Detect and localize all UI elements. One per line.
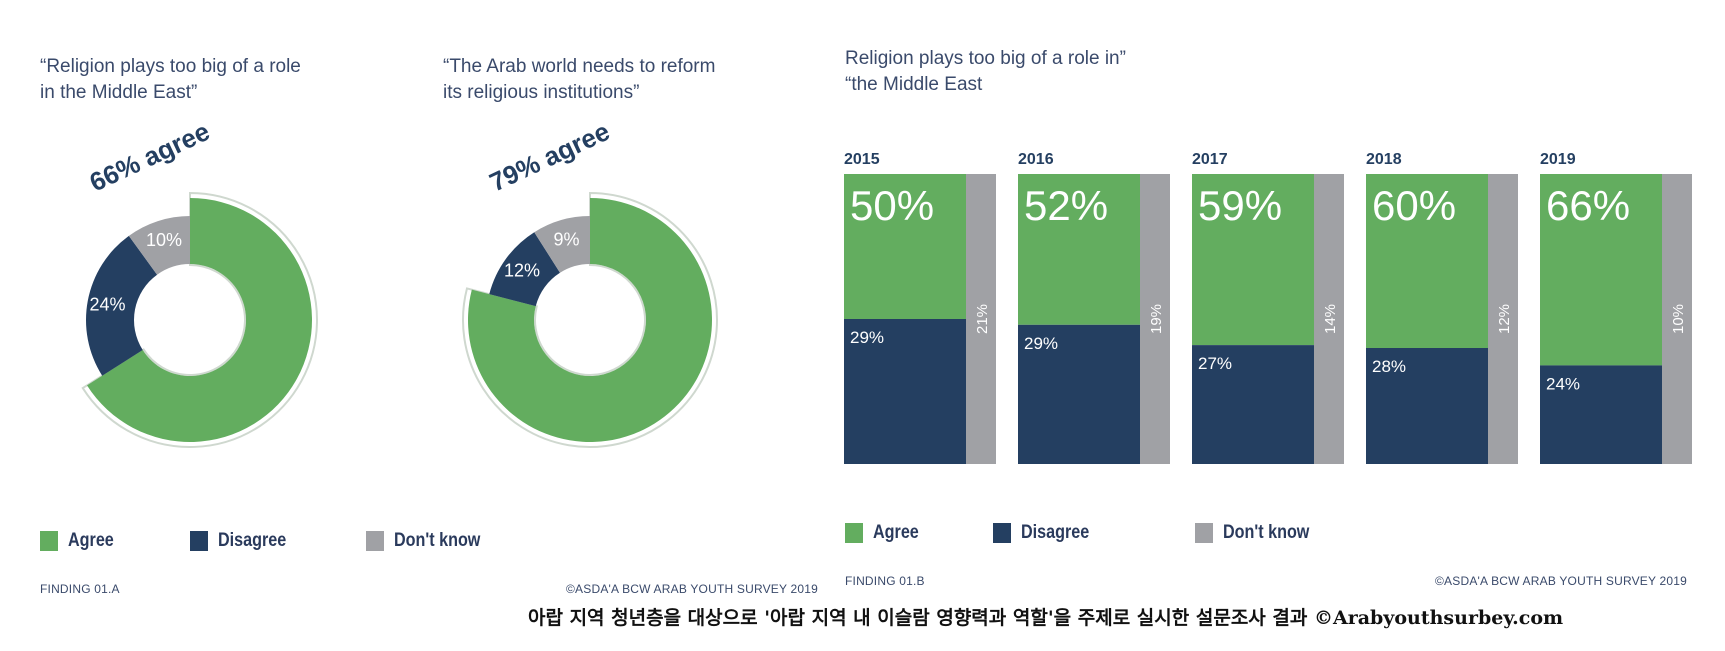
bar-legend-disagree: Disagree (992, 522, 1101, 544)
bar-agree-label-2016: 52% (1024, 182, 1108, 229)
bar-legend-label-disagree: Disagree (1020, 522, 1090, 543)
bar-year-2015: 2015 (844, 151, 880, 168)
donut1-title: “Religion plays too big of a role in the… (40, 56, 301, 103)
bar-dontknow-2015 (966, 174, 996, 464)
bar-legend: Agree Disagree Don't know (845, 522, 1373, 544)
finding-01a: FINDING 01.A (40, 582, 120, 596)
bar-disagree-2017 (1192, 345, 1314, 464)
bar-dontknow-label-2015: 21% (974, 304, 991, 334)
stacked-bar-chart: 2015 50% 29% 21% 2016 52% 29% 19% 2017 59% 27% 14% 2… (844, 151, 1692, 464)
bar-agree-label-2019: 66% (1546, 182, 1630, 229)
donut1-slice-dontknow (128, 216, 190, 275)
bar-dontknow-label-2016: 19% (1148, 304, 1165, 334)
donut2-slice-disagree (489, 232, 560, 307)
bar-disagree-label-2015: 29% (850, 328, 884, 347)
donut2-slice-dontknow (534, 216, 590, 273)
bar-dontknow-2019 (1662, 174, 1692, 464)
copyright-right: ©ASDA'A BCW ARAB YOUTH SURVEY 2019 (1435, 574, 1688, 588)
bar-agree-2016 (1018, 174, 1140, 325)
bar-year-2019: 2019 (1540, 151, 1576, 168)
bars-title: Religion plays too big of a role in” “th… (845, 48, 1126, 95)
bar-agree-2017 (1192, 174, 1314, 346)
bar-dontknow-2017 (1314, 174, 1344, 464)
bar-legend-swatch-dontknow (1195, 523, 1214, 543)
bar-legend-label-agree: Agree (873, 522, 919, 543)
bar-year-2016: 2016 (1018, 151, 1054, 168)
donut2-chart: 12% 9% 79% agree (462, 120, 718, 448)
bar-dontknow-label-2019: 10% (1670, 304, 1687, 334)
bar-dontknow-2016 (1140, 174, 1170, 464)
bar-agree-label-2017: 59% (1198, 182, 1282, 229)
bar-legend-agree: Agree (845, 522, 927, 544)
donut1-slice-agree (86, 198, 312, 442)
donut1-label-dontknow: 10% (146, 230, 182, 250)
donut2-callout: 79% agree (485, 120, 614, 197)
bar-disagree-2019 (1540, 365, 1662, 464)
legend-label-disagree: Disagree (217, 530, 287, 551)
korean-caption: 아랍 지역 청년층을 대상으로 '아랍 지역 내 이슬람 영향력과 역할'을 주… (528, 607, 1564, 629)
legend-swatch-disagree (189, 531, 208, 551)
bar-disagree-label-2019: 24% (1546, 374, 1580, 393)
bar-year-2017: 2017 (1192, 151, 1228, 168)
bar-year-2018: 2018 (1366, 151, 1402, 168)
bar-agree-label-2015: 50% (850, 182, 934, 229)
legend-disagree: Disagree (189, 530, 298, 552)
bar-legend-dontknow: Don't know (1195, 522, 1325, 544)
donut2-label-dontknow: 9% (554, 229, 580, 249)
bar-agree-label-2018: 60% (1372, 182, 1456, 229)
legend-swatch-dontknow (366, 531, 385, 551)
bar-dontknow-2018 (1488, 174, 1518, 464)
bar-agree-2019 (1540, 174, 1662, 366)
legend-label-agree: Agree (68, 530, 114, 551)
bar-disagree-2018 (1366, 348, 1488, 464)
donut2-title: “The Arab world needs to reform its reli… (443, 56, 716, 103)
donut2-label-disagree: 12% (504, 261, 540, 281)
bar-disagree-label-2017: 27% (1198, 354, 1232, 373)
bar-agree-2015 (844, 174, 966, 319)
donut2-slice-agree (468, 198, 712, 442)
legend-label-dontknow: Don't know (394, 530, 481, 551)
bar-dontknow-label-2018: 12% (1496, 304, 1513, 334)
donut1-label-disagree: 24% (89, 294, 125, 314)
donut-legend: Agree Disagree Don't know (40, 530, 544, 552)
copyright-left: ©ASDA'A BCW ARAB YOUTH SURVEY 2019 (566, 582, 819, 596)
donut1-chart: 24% 10% 66% agree (81, 120, 318, 448)
bar-disagree-label-2016: 29% (1024, 334, 1058, 353)
donut1-slice-disagree (86, 235, 158, 376)
bar-disagree-2016 (1018, 324, 1140, 464)
bar-legend-swatch-agree (845, 523, 863, 543)
legend-dontknow: Don't know (366, 530, 496, 552)
bar-legend-label-dontknow: Don't know (1223, 522, 1310, 543)
bar-dontknow-label-2017: 14% (1322, 304, 1339, 334)
bar-agree-2018 (1366, 174, 1488, 348)
legend-swatch-agree (40, 531, 58, 551)
bar-disagree-2015 (844, 319, 966, 464)
bar-legend-swatch-disagree (992, 523, 1011, 543)
legend-agree: Agree (40, 530, 122, 552)
donut1-callout: 66% agree (85, 120, 214, 197)
bar-disagree-label-2018: 28% (1372, 357, 1406, 376)
finding-01b: FINDING 01.B (845, 574, 925, 588)
